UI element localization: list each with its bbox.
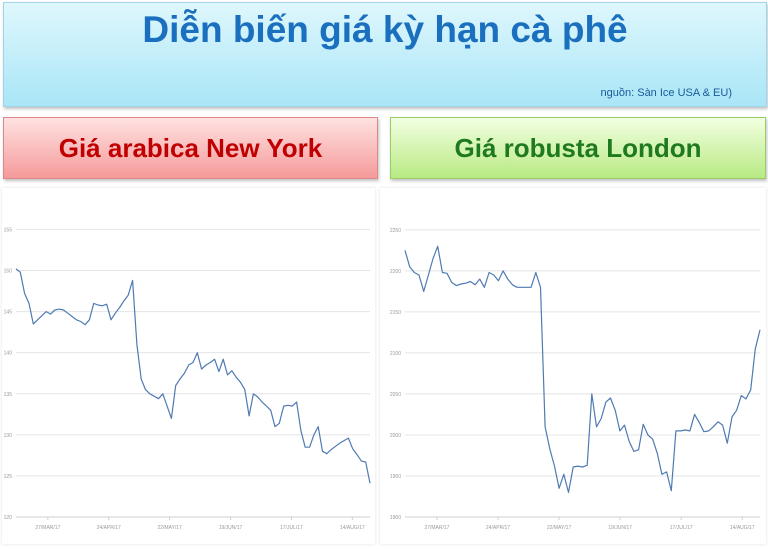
- arabica-x-tick-label: 22/MAY/17: [157, 525, 182, 531]
- robusta-y-tick-label: 2150: [390, 310, 401, 316]
- robusta-y-tick-label: 2100: [390, 351, 401, 357]
- arabica-y-tick-label: 120: [4, 515, 13, 521]
- arabica-price-line: [15, 268, 371, 484]
- arabica-y-tick-label: 135: [4, 392, 13, 398]
- arabica-x-tick-label: 14/AUG/17: [340, 525, 365, 531]
- robusta-y-tick-label: 2200: [390, 269, 401, 275]
- robusta-panel-title: Giá robusta London: [390, 117, 766, 179]
- robusta-x-tick-label: 17/JUL/17: [670, 525, 693, 531]
- robusta-x-tick-label: 19/JUN/17: [608, 525, 632, 531]
- robusta-y-tick-label: 2250: [390, 228, 401, 234]
- title-banner: Diễn biến giá kỳ hạn cà phê nguồn: Sàn I…: [3, 2, 767, 107]
- robusta-y-tick-label: 2050: [390, 392, 401, 398]
- robusta-price-line: [404, 245, 761, 493]
- arabica-panel-title: Giá arabica New York: [3, 117, 378, 179]
- robusta-y-tick-label: 2000: [390, 433, 401, 439]
- arabica-y-tick-label: 155: [4, 227, 13, 233]
- arabica-x-tick-label: 17/JUL/17: [280, 525, 303, 531]
- arabica-y-tick-label: 125: [4, 474, 13, 480]
- robusta-y-tick-label: 1900: [390, 515, 401, 521]
- robusta-chart-container: 1900 1950 2000 2050 2100 2150 2200 2250 27/MAR/1…: [380, 188, 766, 544]
- robusta-x-tick-label: 24/APR/17: [486, 525, 510, 531]
- source-note: nguồn: Sàn Ice USA & EU): [600, 87, 732, 99]
- robusta-x-tick-label: 27/MAR/17: [424, 525, 449, 531]
- arabica-chart-container: 120 125 130 135 140 145 150 155 27/MAR/17 24/APR/…: [2, 188, 375, 544]
- arabica-x-tick-label: 27/MAR/17: [35, 525, 60, 531]
- arabica-y-tick-label: 140: [4, 351, 13, 357]
- robusta-x-tick-label: 22/MAY/17: [547, 525, 572, 531]
- arabica-y-tick-label: 145: [4, 310, 13, 316]
- arabica-price-chart: 120 125 130 135 140 145 150 155 27/MAR/17 24/APR/…: [4, 227, 371, 531]
- robusta-y-tick-label: 1950: [390, 474, 401, 480]
- robusta-x-tick-label: 14/AUG/17: [730, 525, 755, 531]
- arabica-y-tick-label: 130: [4, 433, 13, 439]
- arabica-y-tick-label: 150: [4, 269, 13, 275]
- robusta-price-chart: 1900 1950 2000 2050 2100 2150 2200 2250 27/MAR/1…: [390, 228, 761, 531]
- arabica-x-tick-label: 24/APR/17: [97, 525, 121, 531]
- arabica-x-tick-label: 19/JUN/17: [219, 525, 243, 531]
- page-title: Diễn biến giá kỳ hạn cà phê: [142, 9, 628, 50]
